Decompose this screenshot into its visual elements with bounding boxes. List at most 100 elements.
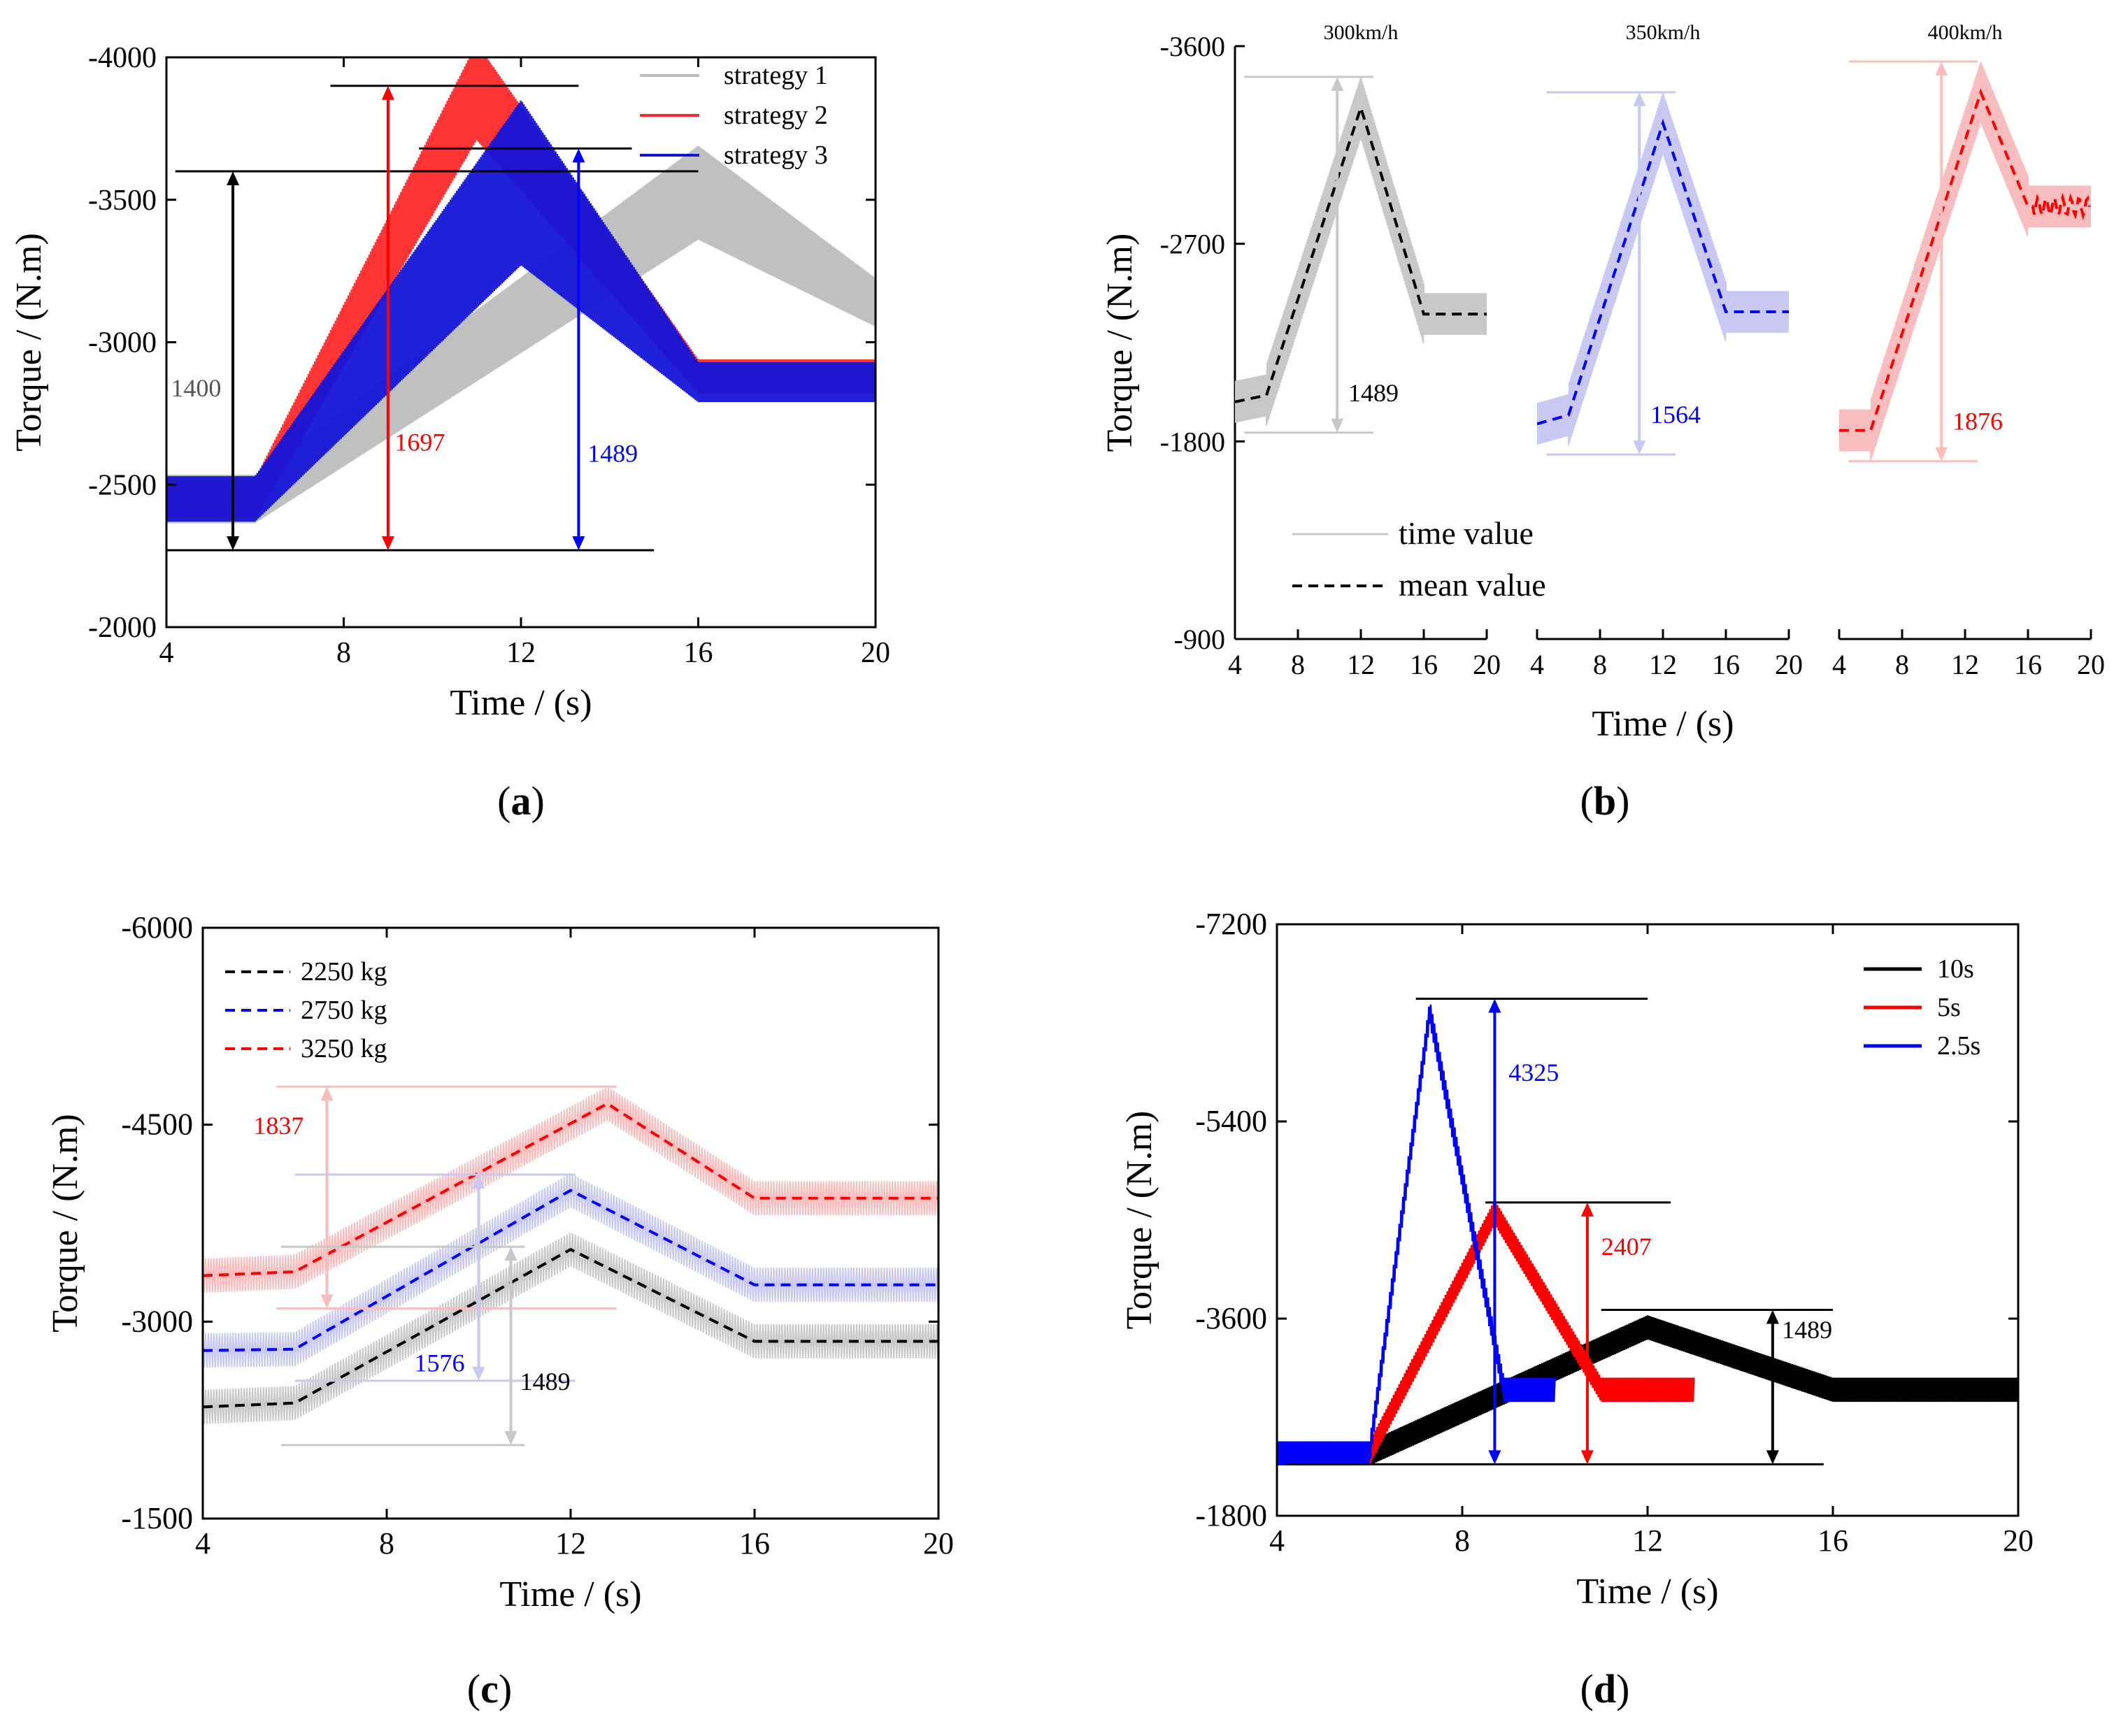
- x-tick-label: 16: [1817, 1523, 1848, 1558]
- arrow-4325-head-top: [1488, 998, 1501, 1013]
- annotation-1489: 1489: [587, 440, 638, 468]
- amplitude-arrow-head-top: [1331, 76, 1344, 91]
- y-tick-label: -2700: [1160, 229, 1225, 260]
- y-tick-label: -5400: [1195, 1104, 1267, 1138]
- x-tick-label: 16: [684, 637, 713, 669]
- legend-label: strategy 2: [724, 101, 828, 130]
- x-tick-label: 16: [739, 1526, 770, 1561]
- y-tick-label: -2000: [88, 612, 157, 644]
- amplitude-arrow-head-bottom: [1935, 447, 1948, 461]
- mean-2250-kg: [203, 1247, 938, 1409]
- x-axis-label: Time / (s): [450, 683, 592, 723]
- arrow-2407-head-bottom: [1580, 1450, 1594, 1465]
- x-tick-label: 20: [923, 1526, 954, 1561]
- arrow-1489-head-top: [572, 148, 585, 163]
- x-axis-label: Time / (s): [1592, 704, 1734, 744]
- x-tick-label: 8: [336, 637, 351, 669]
- mean-value-line: [1235, 103, 1487, 403]
- annotation-2407: 2407: [1601, 1233, 1652, 1261]
- legend-label: 2250 kg: [301, 957, 387, 987]
- x-tick-label: 8: [1291, 649, 1305, 680]
- arrow-1489-head-bottom: [572, 536, 585, 550]
- x-tick-label: 16: [1410, 649, 1438, 680]
- amplitude-value: 1876: [1952, 408, 2003, 436]
- legend-label: 3250 kg: [301, 1034, 387, 1063]
- x-tick-label: 4: [1530, 649, 1544, 680]
- amplitude-arrow-head-top: [1633, 92, 1646, 106]
- amplitude-value: 1837: [253, 1112, 303, 1140]
- x-tick-label: 4: [159, 637, 174, 669]
- x-tick-label: 12: [1347, 649, 1375, 680]
- mean-2750-kg: [203, 1189, 938, 1352]
- subpanel-title: 400km/h: [1928, 21, 2003, 44]
- x-tick-label: 8: [1593, 649, 1607, 680]
- x-tick-label: 12: [1951, 649, 1979, 680]
- amplitude-arrow-head-bottom: [320, 1294, 334, 1309]
- x-tick-label: 16: [1712, 649, 1740, 680]
- panel-c: 4 8 12 16 20 -1500 -3000 -4500 -6000 Time / (s) To…: [45, 910, 954, 1712]
- series-10s: [1277, 1315, 2018, 1465]
- x-tick-label: 8: [1455, 1523, 1470, 1558]
- mean-3250-kg: [203, 1102, 938, 1277]
- y-tick-label: -3600: [1160, 31, 1225, 62]
- legend-label: strategy 3: [724, 141, 828, 170]
- annotation-1489: 1489: [1782, 1316, 1832, 1344]
- time-value-band: [1235, 78, 1487, 426]
- series-strategy-3: [166, 100, 876, 522]
- x-tick-label: 12: [1649, 649, 1677, 680]
- x-tick-label: 4: [1269, 1523, 1285, 1558]
- amplitude-arrow-head-top: [1935, 61, 1948, 76]
- legend-label: 2.5s: [1937, 1031, 1980, 1061]
- subpanel-title: 300km/h: [1324, 21, 1399, 44]
- subpanel-plot-400km/h: [1839, 61, 2091, 461]
- y-tick-label: -7200: [1195, 907, 1267, 941]
- amplitude-value: 1489: [520, 1368, 571, 1396]
- panel-b: -900 -1800 -2700 -3600 4 8 12 16 20 300km/h 1489 4 8…: [1100, 21, 2105, 824]
- annotation-1400: 1400: [171, 374, 221, 402]
- arrow-1400-head-bottom: [227, 536, 240, 550]
- amplitude-arrow-head-bottom: [1331, 418, 1344, 433]
- amplitude-arrow-head-bottom: [504, 1430, 517, 1445]
- x-axis-label: Time / (s): [1576, 1572, 1718, 1612]
- amplitude-value: 1564: [1650, 401, 1701, 429]
- y-axis-label: Torque / (N.m): [9, 233, 49, 452]
- arrow-4325-head-bottom: [1488, 1450, 1501, 1465]
- plot-area: [1277, 1004, 2018, 1465]
- y-tick-label: -3500: [88, 185, 157, 217]
- panel-a: 4 8 12 16 20 -2000 -2500 -3000 -3500 -4000 Time / …: [9, 42, 890, 824]
- legend-label: 5s: [1937, 993, 1961, 1022]
- y-tick-label: -4000: [88, 42, 157, 74]
- x-tick-label: 20: [2077, 649, 2105, 680]
- amplitude-arrow-head-bottom: [472, 1366, 485, 1381]
- panel-caption: (b): [1580, 778, 1630, 824]
- arrow-1697-head-bottom: [381, 536, 394, 550]
- amplitude-arrow-head-bottom: [1633, 440, 1646, 455]
- annotation-1697: 1697: [394, 428, 445, 456]
- arrow-1489-head-top: [1766, 1310, 1779, 1324]
- y-tick-label: -1500: [121, 1501, 193, 1535]
- y-tick-label: -4500: [121, 1107, 193, 1142]
- x-tick-label: 4: [1228, 649, 1242, 680]
- y-tick-label: -3000: [88, 327, 157, 359]
- arrow-1697-head-top: [381, 85, 394, 100]
- x-tick-label: 12: [555, 1526, 586, 1561]
- x-tick-label: 8: [379, 1526, 394, 1561]
- panel-d: 4 8 12 16 20 -1800 -3600 -5400 -7200 Time / (s) To…: [1120, 907, 2034, 1712]
- panel-caption: (a): [497, 778, 545, 824]
- legend-label: strategy 1: [724, 61, 828, 90]
- x-tick-label: 8: [1895, 649, 1909, 680]
- x-tick-label: 20: [1775, 649, 1803, 680]
- legend-label: 2750 kg: [301, 996, 387, 1025]
- subpanel-title: 350km/h: [1626, 21, 1701, 44]
- annotation-4325: 4325: [1508, 1059, 1559, 1086]
- x-tick-label: 4: [1832, 649, 1846, 680]
- y-axis-label: Torque / (N.m): [1100, 234, 1140, 452]
- y-tick-label: -3000: [121, 1304, 193, 1338]
- y-tick-label: -1800: [1195, 1498, 1267, 1533]
- amplitude-value: 1489: [1348, 379, 1399, 407]
- amplitude-arrow-head-top: [472, 1175, 485, 1189]
- x-tick-label: 4: [195, 1526, 210, 1561]
- plot-area: [166, 57, 876, 524]
- x-tick-label: 12: [1632, 1523, 1663, 1558]
